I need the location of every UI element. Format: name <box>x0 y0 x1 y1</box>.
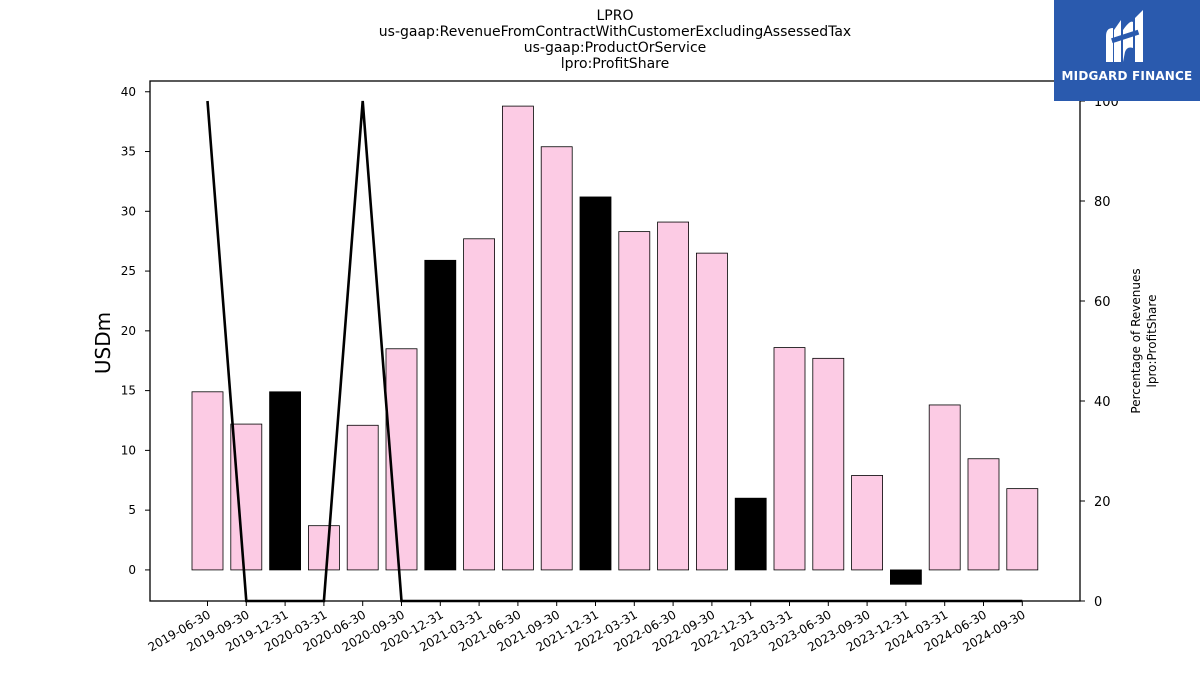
bar-2024-03-31 <box>928 404 961 571</box>
y-tick-label-40: 40 <box>121 85 136 99</box>
bar-2024-09-30 <box>1006 488 1039 571</box>
profit-share-line <box>206 100 1023 603</box>
y-right-axis-label-line-2: lpro:ProfitShare <box>1145 295 1159 388</box>
bar-2022-03-31 <box>618 231 651 571</box>
bar-2019-12-31 <box>269 391 302 571</box>
bar-2022-06-30 <box>657 221 689 571</box>
logo-text: MIDGARD FINANCE <box>1061 69 1193 83</box>
bar-2019-09-30 <box>230 423 263 571</box>
y-tick-label-15: 15 <box>121 384 136 398</box>
chart-title-line-3: us-gaap:ProductOrService <box>523 40 707 56</box>
bar-2019-06-30 <box>191 391 224 571</box>
midgard-logo-icon <box>1106 10 1143 62</box>
chart-title-line-1: LPRO <box>596 8 634 24</box>
bar-2020-12-31 <box>424 259 457 571</box>
bar-2020-06-30 <box>346 424 379 571</box>
y-right-tick-label-40: 40 <box>1094 395 1111 410</box>
y-tick-label-25: 25 <box>121 264 136 278</box>
y-tick-label-20: 20 <box>121 324 136 338</box>
y-right-tick-label-20: 20 <box>1094 495 1111 510</box>
y-right-tick-label-80: 80 <box>1094 195 1111 210</box>
bar-2021-09-30 <box>540 146 573 571</box>
bar-2021-03-31 <box>463 238 496 571</box>
bar-2021-06-30 <box>501 105 534 571</box>
y-right-tick-label-0: 0 <box>1094 595 1102 610</box>
bar-2024-06-30 <box>967 458 1000 571</box>
y-right-tick-label-60: 60 <box>1094 295 1111 310</box>
chart-title-line-2: us-gaap:RevenueFromContractWithCustomerE… <box>378 24 852 40</box>
y-tick-label-35: 35 <box>121 145 136 159</box>
bar-2022-12-31 <box>734 497 767 571</box>
y-right-axis-label-line-1: Percentage of Revenues <box>1129 268 1143 413</box>
midgard-finance-logo: MIDGARD FINANCE <box>1054 0 1200 101</box>
bar-2023-09-30 <box>851 475 883 571</box>
y-tick-label-30: 30 <box>121 204 136 218</box>
y-tick-label-0: 0 <box>128 563 136 577</box>
bar-2023-03-31 <box>773 347 806 571</box>
bar-2023-12-31 <box>890 569 922 585</box>
bar-2022-09-30 <box>696 252 728 571</box>
y-tick-label-5: 5 <box>128 503 136 517</box>
bar-2023-06-30 <box>812 357 845 571</box>
chart-title-line-4: lpro:ProfitShare <box>560 56 670 72</box>
y-tick-label-10: 10 <box>121 443 136 457</box>
bar-2021-12-31 <box>579 196 612 571</box>
y-axis-label: USDm <box>91 312 115 374</box>
bar-2020-03-31 <box>307 525 340 571</box>
plot-frame <box>149 80 1081 602</box>
